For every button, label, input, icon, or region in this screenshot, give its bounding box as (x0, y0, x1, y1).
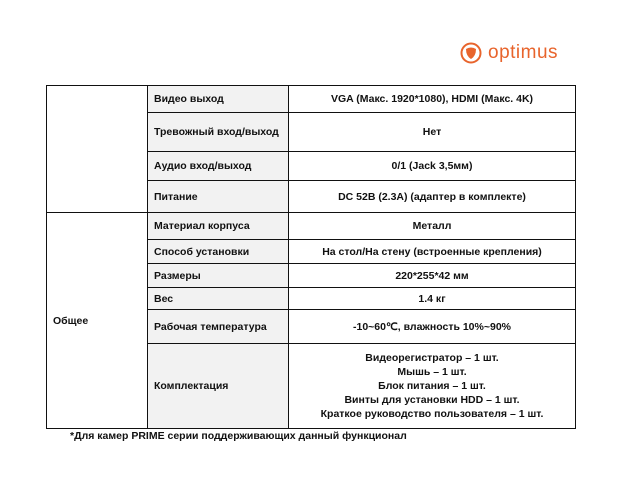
logo-icon (460, 42, 482, 64)
spec-value: Металл (288, 212, 576, 240)
spec-value-line: Мышь – 1 шт. (397, 366, 467, 378)
spec-value-line: На стол/На стену (встроенные крепления) (322, 245, 542, 258)
spec-value-line: 220*255*42 мм (395, 269, 469, 282)
spec-value-line: Краткое руководство пользователя – 1 шт. (320, 408, 544, 420)
spec-value: DC 52В (2.3А) (адаптер в комплекте) (288, 180, 576, 213)
logo-text: optimus (488, 42, 559, 63)
table-row: Комплектация Видеорегистратор – 1 шт. Мышь… (47, 343, 576, 429)
spec-value: 1.4 кг (288, 287, 576, 310)
spec-value: 0/1 (Jack 3,5мм) (288, 151, 576, 181)
spec-value-line: DC 52В (2.3А) (адаптер в комплекте) (338, 190, 526, 203)
spec-value-line: Нет (422, 126, 442, 138)
table-row: Видео выход VGA (Макс. 1920*1080), HDMI (… (46, 85, 576, 213)
group-label: Общее (46, 212, 148, 429)
spec-label: Вес (147, 287, 289, 310)
footnote: *Для камер PRIME серии поддерживающих да… (70, 430, 407, 442)
spec-value: VGA (Макс. 1920*1080), HDMI (Макс. 4K) (288, 85, 576, 113)
spec-label: Аудио вход/выход (147, 151, 289, 181)
spec-value-line: Блок питания – 1 шт. (378, 380, 486, 392)
spec-value-line: Металл (412, 220, 452, 232)
spec-value-line: VGA (Макс. 1920*1080), HDMI (Макс. 4K) (330, 93, 534, 105)
spec-label: Материал корпуса (147, 212, 289, 240)
spec-value: 220*255*42 мм (288, 263, 576, 288)
table-row: Размеры 220*255*42 мм (47, 263, 576, 288)
spec-value: Видеорегистратор – 1 шт. Мышь – 1 шт. Блок… (288, 343, 576, 429)
spec-label: Питание (147, 180, 289, 213)
table-row: Питание DC 52В (2.3А) (адаптер в комплект… (47, 180, 576, 213)
spec-label: Способ установки (147, 239, 289, 264)
optimus-logo: optimus (460, 42, 558, 64)
spec-value-line: Винты для установки HDD – 1 шт. (344, 394, 520, 406)
spec-label: Тревожный вход/выход (147, 112, 289, 152)
group-label (46, 85, 148, 213)
spec-value-line: -10~60℃, влажность 10%~90% (352, 320, 512, 333)
spec-value-line: 0/1 (Jack 3,5мм) (391, 160, 473, 172)
spec-label: Рабочая температура (147, 309, 289, 344)
spec-label: Размеры (147, 263, 289, 288)
spec-label: Комплектация (147, 343, 289, 429)
spec-value-line: Видеорегистратор – 1 шт. (365, 352, 499, 364)
table-row: Общее Материал корпуса Металл (46, 212, 576, 429)
spec-table: Видео выход VGA (Макс. 1920*1080), HDMI (… (46, 85, 576, 429)
spec-label: Видео выход (147, 85, 289, 113)
spec-value-line: 1.4 кг (418, 292, 446, 305)
spec-value: На стол/На стену (встроенные крепления) (288, 239, 576, 264)
spec-value: Нет (288, 112, 576, 152)
table-row: Рабочая температура -10~60℃, влажность 10… (47, 309, 576, 344)
spec-value: -10~60℃, влажность 10%~90% (288, 309, 576, 344)
